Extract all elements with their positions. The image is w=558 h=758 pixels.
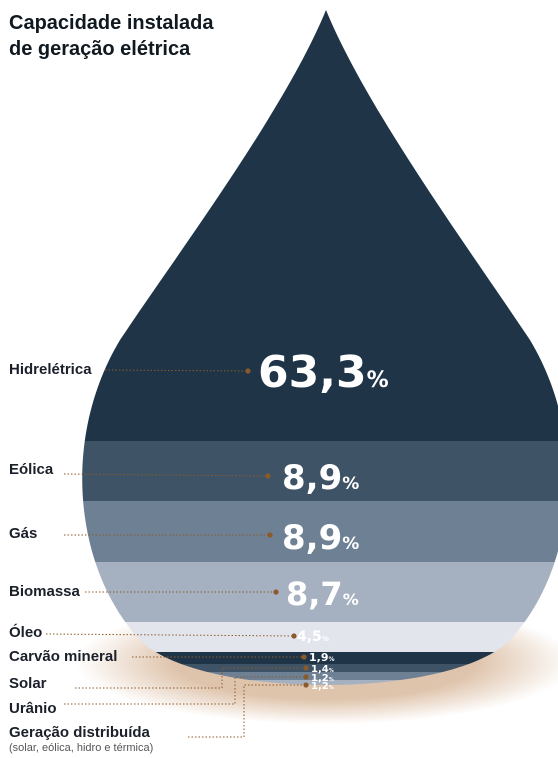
category-label-8: Geração distribuída [9, 724, 151, 741]
chart-title-line-2: de geração elétrica [9, 38, 191, 60]
value-labels: 63,3%8,9%8,9%8,7%4,5%1,9%1,4%1,2%1,2% [258, 347, 389, 692]
value-label-5: 1,9% [309, 651, 335, 664]
band-5 [82, 652, 558, 664]
leader-dot-8 [303, 682, 309, 688]
leader-line-6 [75, 667, 306, 689]
leader-line-7 [64, 676, 306, 705]
category-label-0: Hidrelétrica [9, 361, 92, 378]
category-label-1: Eólica [9, 461, 54, 478]
leader-lines [45, 368, 309, 738]
band-2 [82, 501, 558, 562]
leader-line-8 [188, 684, 306, 738]
leader-dot-0 [245, 368, 251, 374]
value-label-6: 1,4% [311, 664, 334, 675]
leader-line-4 [45, 633, 295, 637]
band-7 [82, 672, 558, 680]
leader-line-1 [63, 473, 269, 477]
category-label-4: Óleo [9, 623, 42, 641]
value-label-3: 8,7% [286, 575, 359, 613]
leader-dot-4 [291, 633, 297, 639]
leader-dot-7 [303, 674, 309, 680]
category-label-5: Carvão mineral [9, 648, 117, 665]
leader-dot-6 [303, 665, 309, 671]
leader-dot-2 [267, 532, 273, 538]
chart-title: Capacidade instalada de geração elétrica [9, 10, 214, 62]
category-note: (solar, eólica, hidro e térmica) [9, 742, 153, 754]
band-4 [82, 622, 558, 652]
value-label-2: 8,9% [282, 518, 359, 558]
category-labels: Hidrelétrica Eólica Gás Biomassa Óleo Carvão … [9, 361, 153, 754]
category-label-7: Urânio [9, 700, 57, 717]
chart-title-line-1: Capacidade instalada [9, 12, 214, 34]
category-label-3: Biomassa [9, 583, 81, 600]
band-8 [82, 680, 558, 685]
category-label-2: Gás [9, 525, 37, 542]
band-3 [82, 562, 558, 622]
category-label-6: Solar [9, 675, 47, 692]
value-label-4: 4,5% [297, 629, 329, 645]
band-1 [82, 441, 558, 501]
value-label-7: 1,2% [311, 673, 334, 684]
leader-dot-3 [273, 589, 279, 595]
band-6 [82, 664, 558, 672]
value-label-1: 8,9% [282, 458, 359, 498]
value-label-8: 1,2% [311, 681, 334, 692]
leader-line-0 [104, 369, 249, 372]
